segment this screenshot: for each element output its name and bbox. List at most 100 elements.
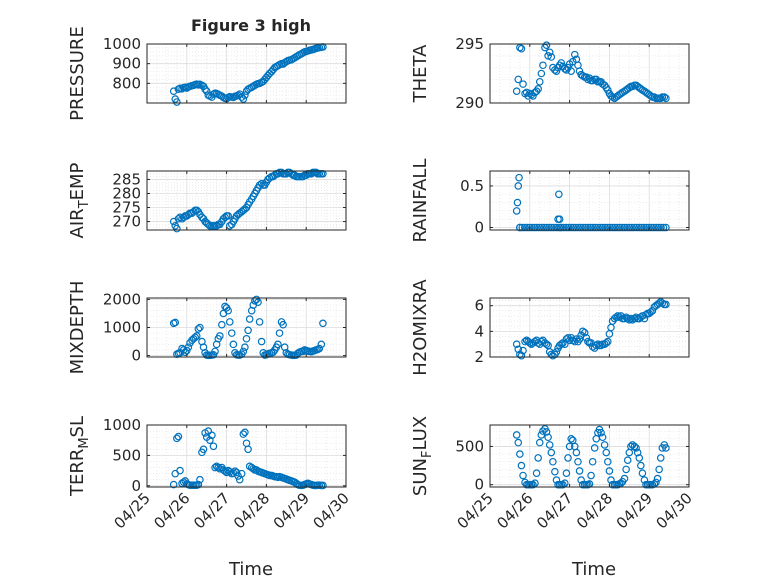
data-point [561,340,569,348]
data-point [627,442,635,451]
data-point [617,479,625,487]
data-point [567,223,575,232]
data-point [542,340,551,348]
data-point [319,481,327,490]
data-point [194,325,203,333]
data-point [557,59,566,67]
data-point [254,298,262,307]
x-tick-label: 04/25 [454,489,497,532]
data-point [656,94,665,103]
data-point [564,223,573,232]
data-point [516,223,524,232]
data-point [241,428,249,437]
data-point [241,91,249,99]
data-point [632,223,641,232]
data-point [232,468,241,477]
data-point [275,329,284,337]
data-point [525,223,534,232]
data-point [637,461,645,470]
y-tick-label: 0 [131,477,141,495]
data-point [513,198,522,207]
y-tick-label: 280 [112,184,141,202]
data-point [613,223,622,232]
data-point [659,223,668,232]
data-point [514,75,523,84]
data-point [216,332,224,340]
data-point [572,223,580,232]
data-point [580,328,589,337]
data-point [515,173,523,182]
data-point [315,344,324,353]
data-point [606,223,614,232]
data-point [242,334,251,343]
x-tick-label: 04/29 [270,489,313,532]
data-point [559,223,568,232]
data-point [565,442,574,451]
data-point [530,223,539,232]
y-tick-label: 1000 [103,35,141,53]
x-tick-label: 04/26 [493,489,536,532]
data-point [662,300,670,309]
data-point [535,77,544,86]
y-tick-label: 4 [474,322,484,340]
data-point [552,223,561,232]
x-tick-label: 04/30 [653,489,696,532]
data-point [173,224,181,233]
data-point [547,223,556,232]
data-point [174,432,183,441]
y-tick-label: 295 [455,35,484,53]
data-point [239,95,248,103]
data-point [622,465,630,474]
data-point [208,431,216,440]
data-point [194,480,203,489]
data-point [575,467,584,475]
data-point [169,87,178,96]
y-axis-label: TERRMSL [67,416,92,497]
data-point [620,223,629,232]
data-point [561,479,569,487]
data-point [537,223,546,232]
data-point [591,223,600,232]
y-tick-label: 0 [131,347,141,365]
data-point [602,339,611,347]
data-point [535,438,544,447]
data-point [224,212,232,220]
data-point [557,223,566,232]
axes-box [489,43,690,104]
data-point [620,474,629,483]
data-point [598,433,607,442]
data-point [534,85,542,93]
data-point [533,223,541,232]
data-point [562,469,571,478]
figure-title: Figure 3 high [191,16,311,35]
data-point [209,442,218,451]
data-point [542,223,551,232]
x-tick-label: 04/25 [111,489,154,532]
data-point [647,223,656,232]
y-axis-label: AIRTEMP [67,162,92,238]
data-point [604,457,612,466]
data-point [638,469,647,478]
data-point [550,223,558,232]
data-point [610,223,619,232]
data-point [196,323,204,332]
data-point [224,306,232,315]
data-point [603,223,612,232]
data-point [547,53,556,61]
y-tick-label: 0 [474,219,484,237]
data-point [255,181,264,189]
data-point [662,444,670,452]
data-point [519,346,527,355]
data-point [640,223,648,232]
data-point [557,340,566,348]
data-point [525,339,534,347]
data-point [618,223,626,232]
y-tick-label: 275 [112,199,141,217]
data-point [512,340,521,348]
data-point [632,444,640,452]
data-point [584,223,592,232]
data-point [237,469,246,478]
data-point [597,428,605,437]
y-tick-label: 2000 [103,290,141,308]
